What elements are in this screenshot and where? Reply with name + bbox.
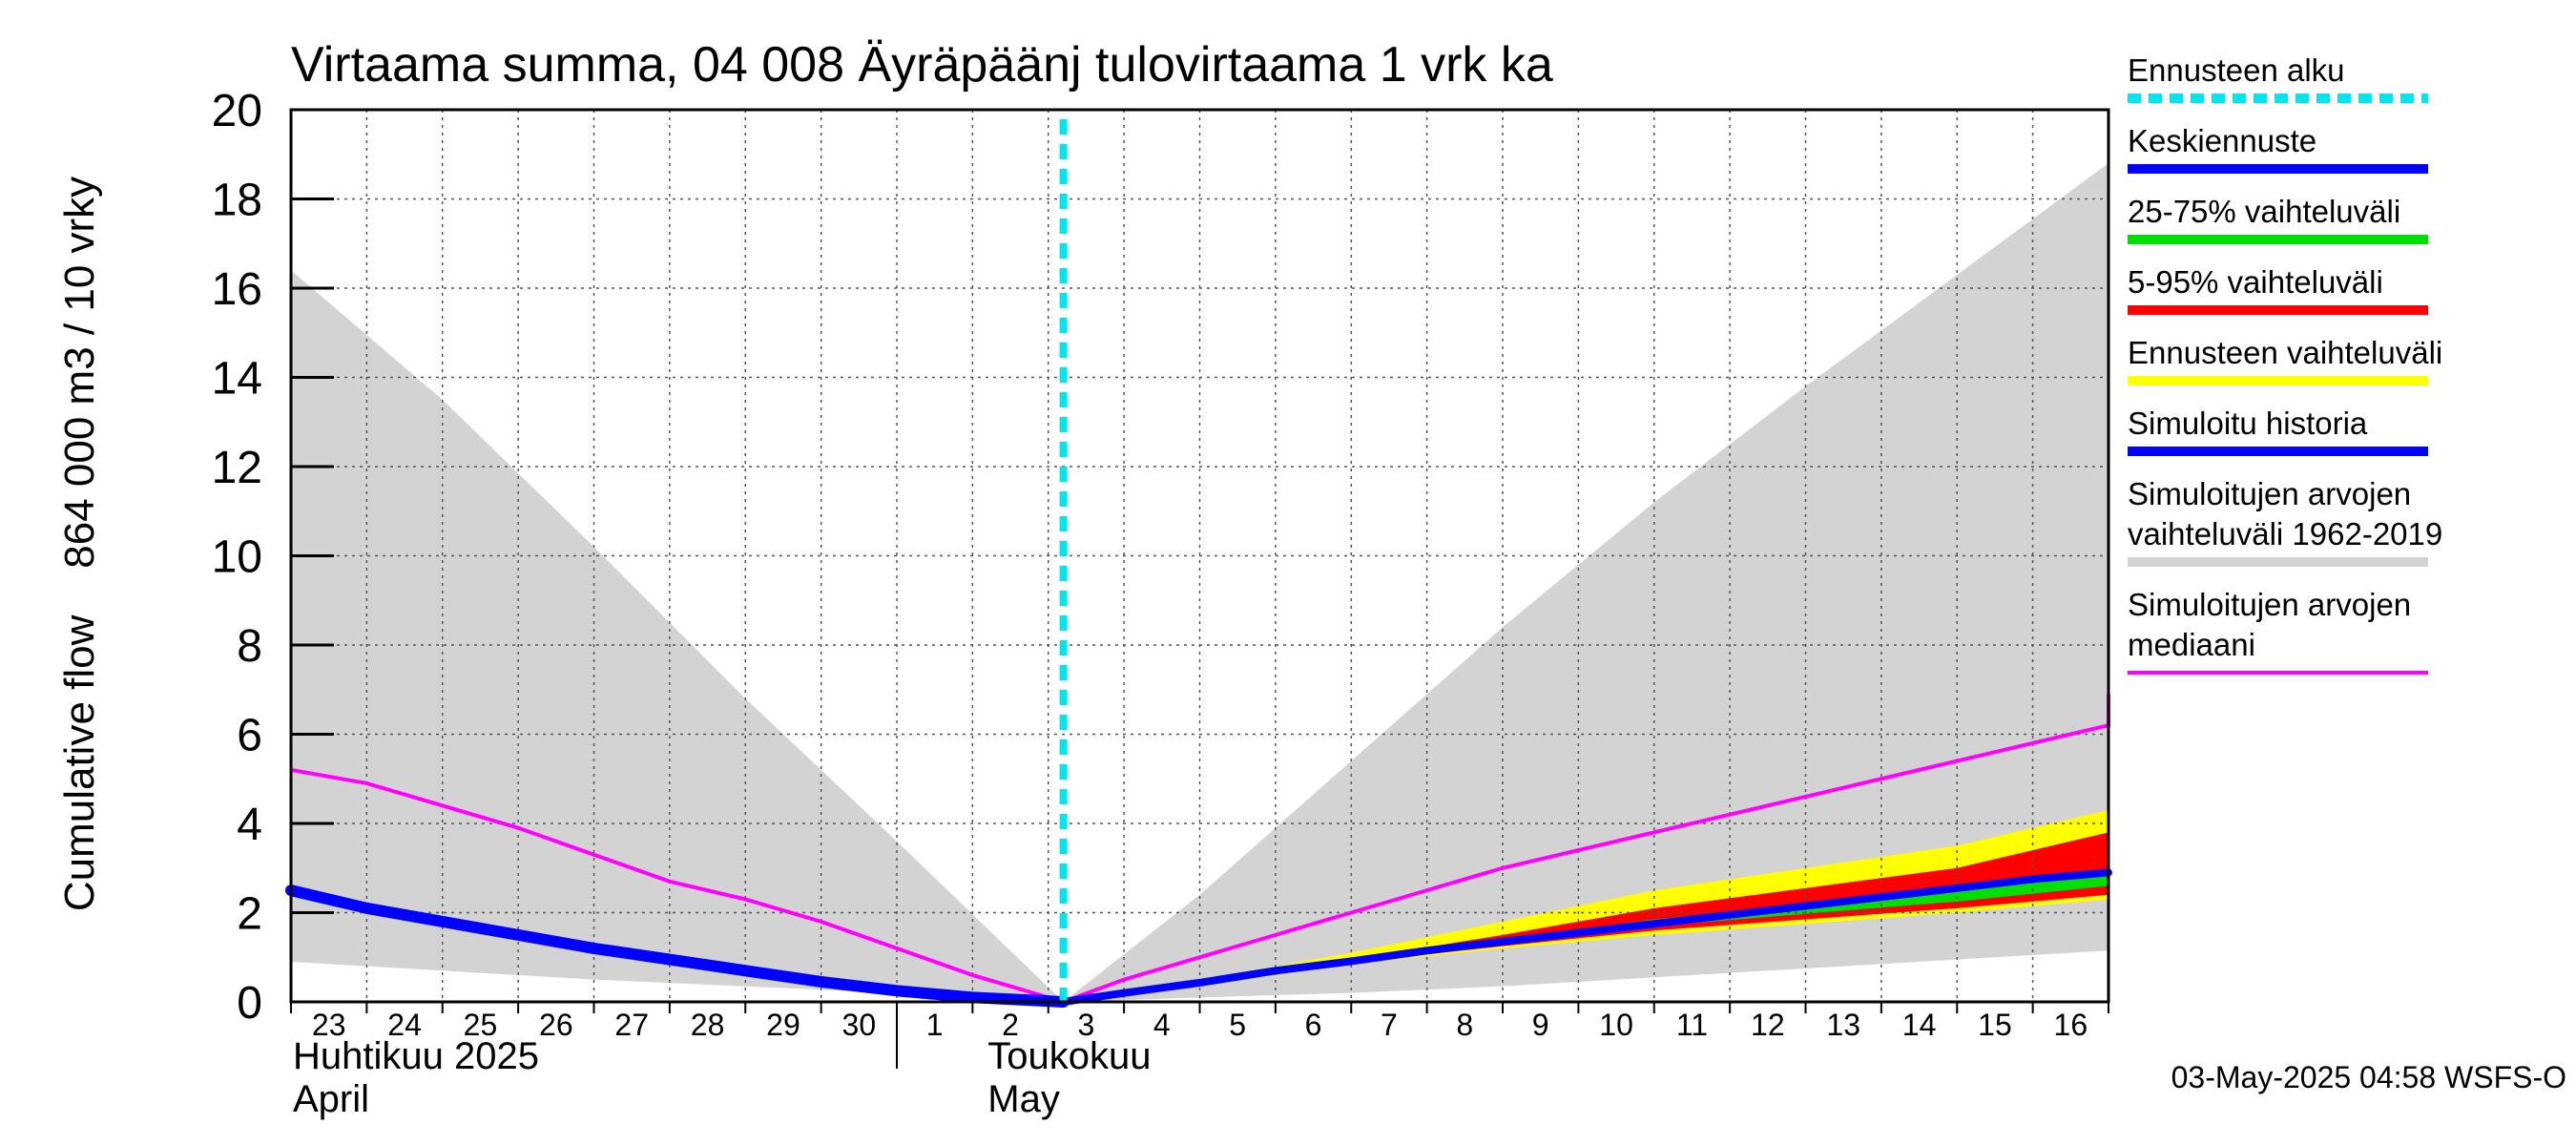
historical_range-band bbox=[291, 163, 2109, 1003]
x-tick-label: 10 bbox=[1599, 1008, 1633, 1042]
x-tick-label: 28 bbox=[691, 1008, 725, 1042]
legend-label: mediaani bbox=[2128, 627, 2255, 662]
x-tick-label: 25 bbox=[464, 1008, 498, 1042]
x-tick-label: 23 bbox=[312, 1008, 346, 1042]
legend-label: 25-75% vaihteluväli bbox=[2128, 194, 2400, 229]
x-tick-label: 26 bbox=[539, 1008, 573, 1042]
y-tick-label: 12 bbox=[212, 443, 262, 493]
legend-item-range_25_75: 25-75% vaihteluväli bbox=[2128, 194, 2428, 244]
y-tick-label: 8 bbox=[237, 621, 262, 672]
x-tick-label: 11 bbox=[1676, 1008, 1708, 1042]
x-tick-label: 12 bbox=[1751, 1008, 1785, 1042]
y-tick-label: 2 bbox=[237, 889, 262, 940]
forecast_range-band bbox=[1063, 809, 2109, 1002]
x-tick-label: 24 bbox=[387, 1008, 422, 1042]
legend-label: Ennusteen alku bbox=[2128, 52, 2345, 88]
month-label-april-en: April bbox=[293, 1078, 369, 1120]
y-tick-label: 4 bbox=[237, 800, 262, 850]
month-label-may-fi: Toukokuu bbox=[987, 1035, 1151, 1077]
y-tick-label: 18 bbox=[212, 176, 262, 226]
chart-title: Virtaama summa, 04 008 Äyräpäänj tulovir… bbox=[291, 37, 1553, 93]
x-tick-label: 2 bbox=[1002, 1008, 1019, 1042]
month-label-may-en: May bbox=[987, 1078, 1060, 1120]
x-tick-label: 7 bbox=[1381, 1008, 1398, 1042]
y-axis-label: Cumulative flow 864 000 m3 / 10 vrky bbox=[56, 177, 103, 911]
y-tick-label: 0 bbox=[237, 978, 262, 1029]
x-tick-label: 27 bbox=[614, 1008, 649, 1042]
x-tick-label: 15 bbox=[1978, 1008, 2012, 1042]
x-tick-label: 6 bbox=[1305, 1008, 1322, 1042]
legend-label: Ennusteen vaihteluväli bbox=[2128, 335, 2442, 370]
x-axis: 23 24 25 26 27 28 29 30 1 2 3 4 5 6 7 8 9 10 11 12 13 14 15 16H… bbox=[290, 1002, 2109, 1120]
x-tick-label: 8 bbox=[1456, 1008, 1473, 1042]
x-tick-label: 9 bbox=[1532, 1008, 1549, 1042]
mean-forecast-line bbox=[1059, 868, 2112, 1006]
legend-item-range_5_95: 5-95% vaihteluväli bbox=[2128, 264, 2428, 315]
x-tick-label: 29 bbox=[766, 1008, 800, 1042]
legend-item-simulated_history: Simuloitu historia bbox=[2128, 406, 2428, 456]
x-tick-label: 5 bbox=[1229, 1008, 1246, 1042]
x-tick-label: 13 bbox=[1826, 1008, 1860, 1042]
x-tick-label: 1 bbox=[926, 1008, 944, 1042]
legend-item-mean_forecast: Keskiennuste bbox=[2128, 123, 2428, 174]
y-tick-label: 16 bbox=[212, 264, 262, 315]
month-label-april-fi: Huhtikuu 2025 bbox=[293, 1035, 539, 1077]
legend-item-historical_range: Simuloitujen arvojen vaihteluväli 1962-20… bbox=[2128, 476, 2442, 567]
legend-label: Simuloitujen arvojen bbox=[2128, 476, 2411, 511]
x-tick-label: 4 bbox=[1153, 1008, 1171, 1042]
y-tick-label: 6 bbox=[237, 711, 262, 761]
legend-item-historical_median: Simuloitujen arvojen mediaani bbox=[2128, 587, 2428, 675]
legend-label: Simuloitu historia bbox=[2128, 406, 2368, 441]
legend-item-forecast_start: Ennusteen alku bbox=[2128, 52, 2428, 103]
legend-label: vaihteluväli 1962-2019 bbox=[2128, 516, 2442, 552]
x-tick-label: 30 bbox=[842, 1008, 877, 1042]
y-tick-label: 14 bbox=[212, 354, 262, 405]
historical-median-line bbox=[290, 694, 2110, 1005]
plot-area bbox=[285, 108, 2112, 1008]
timestamp-footer: 03-May-2025 04:58 WSFS-O bbox=[2171, 1060, 2566, 1094]
legend-item-forecast_range: Ennusteen vaihteluväli bbox=[2128, 335, 2442, 385]
simulated-history-line bbox=[285, 885, 1070, 1008]
y-tick-label: 10 bbox=[212, 532, 262, 583]
legend-label: Simuloitujen arvojen bbox=[2128, 587, 2411, 622]
x-tick-label: 14 bbox=[1902, 1008, 1937, 1042]
legend-label: Keskiennuste bbox=[2128, 123, 2316, 158]
y-axis: 0 2 4 6 8 10 12 14 16 18 20 bbox=[212, 86, 334, 1029]
y-tick-label: 20 bbox=[212, 86, 262, 136]
legend-label: 5-95% vaihteluväli bbox=[2128, 264, 2383, 300]
legend: Ennusteen alku Keskiennuste 25-75% vaihtel… bbox=[2128, 52, 2442, 675]
x-tick-label: 3 bbox=[1078, 1008, 1095, 1042]
x-tick-label: 16 bbox=[2054, 1008, 2088, 1042]
